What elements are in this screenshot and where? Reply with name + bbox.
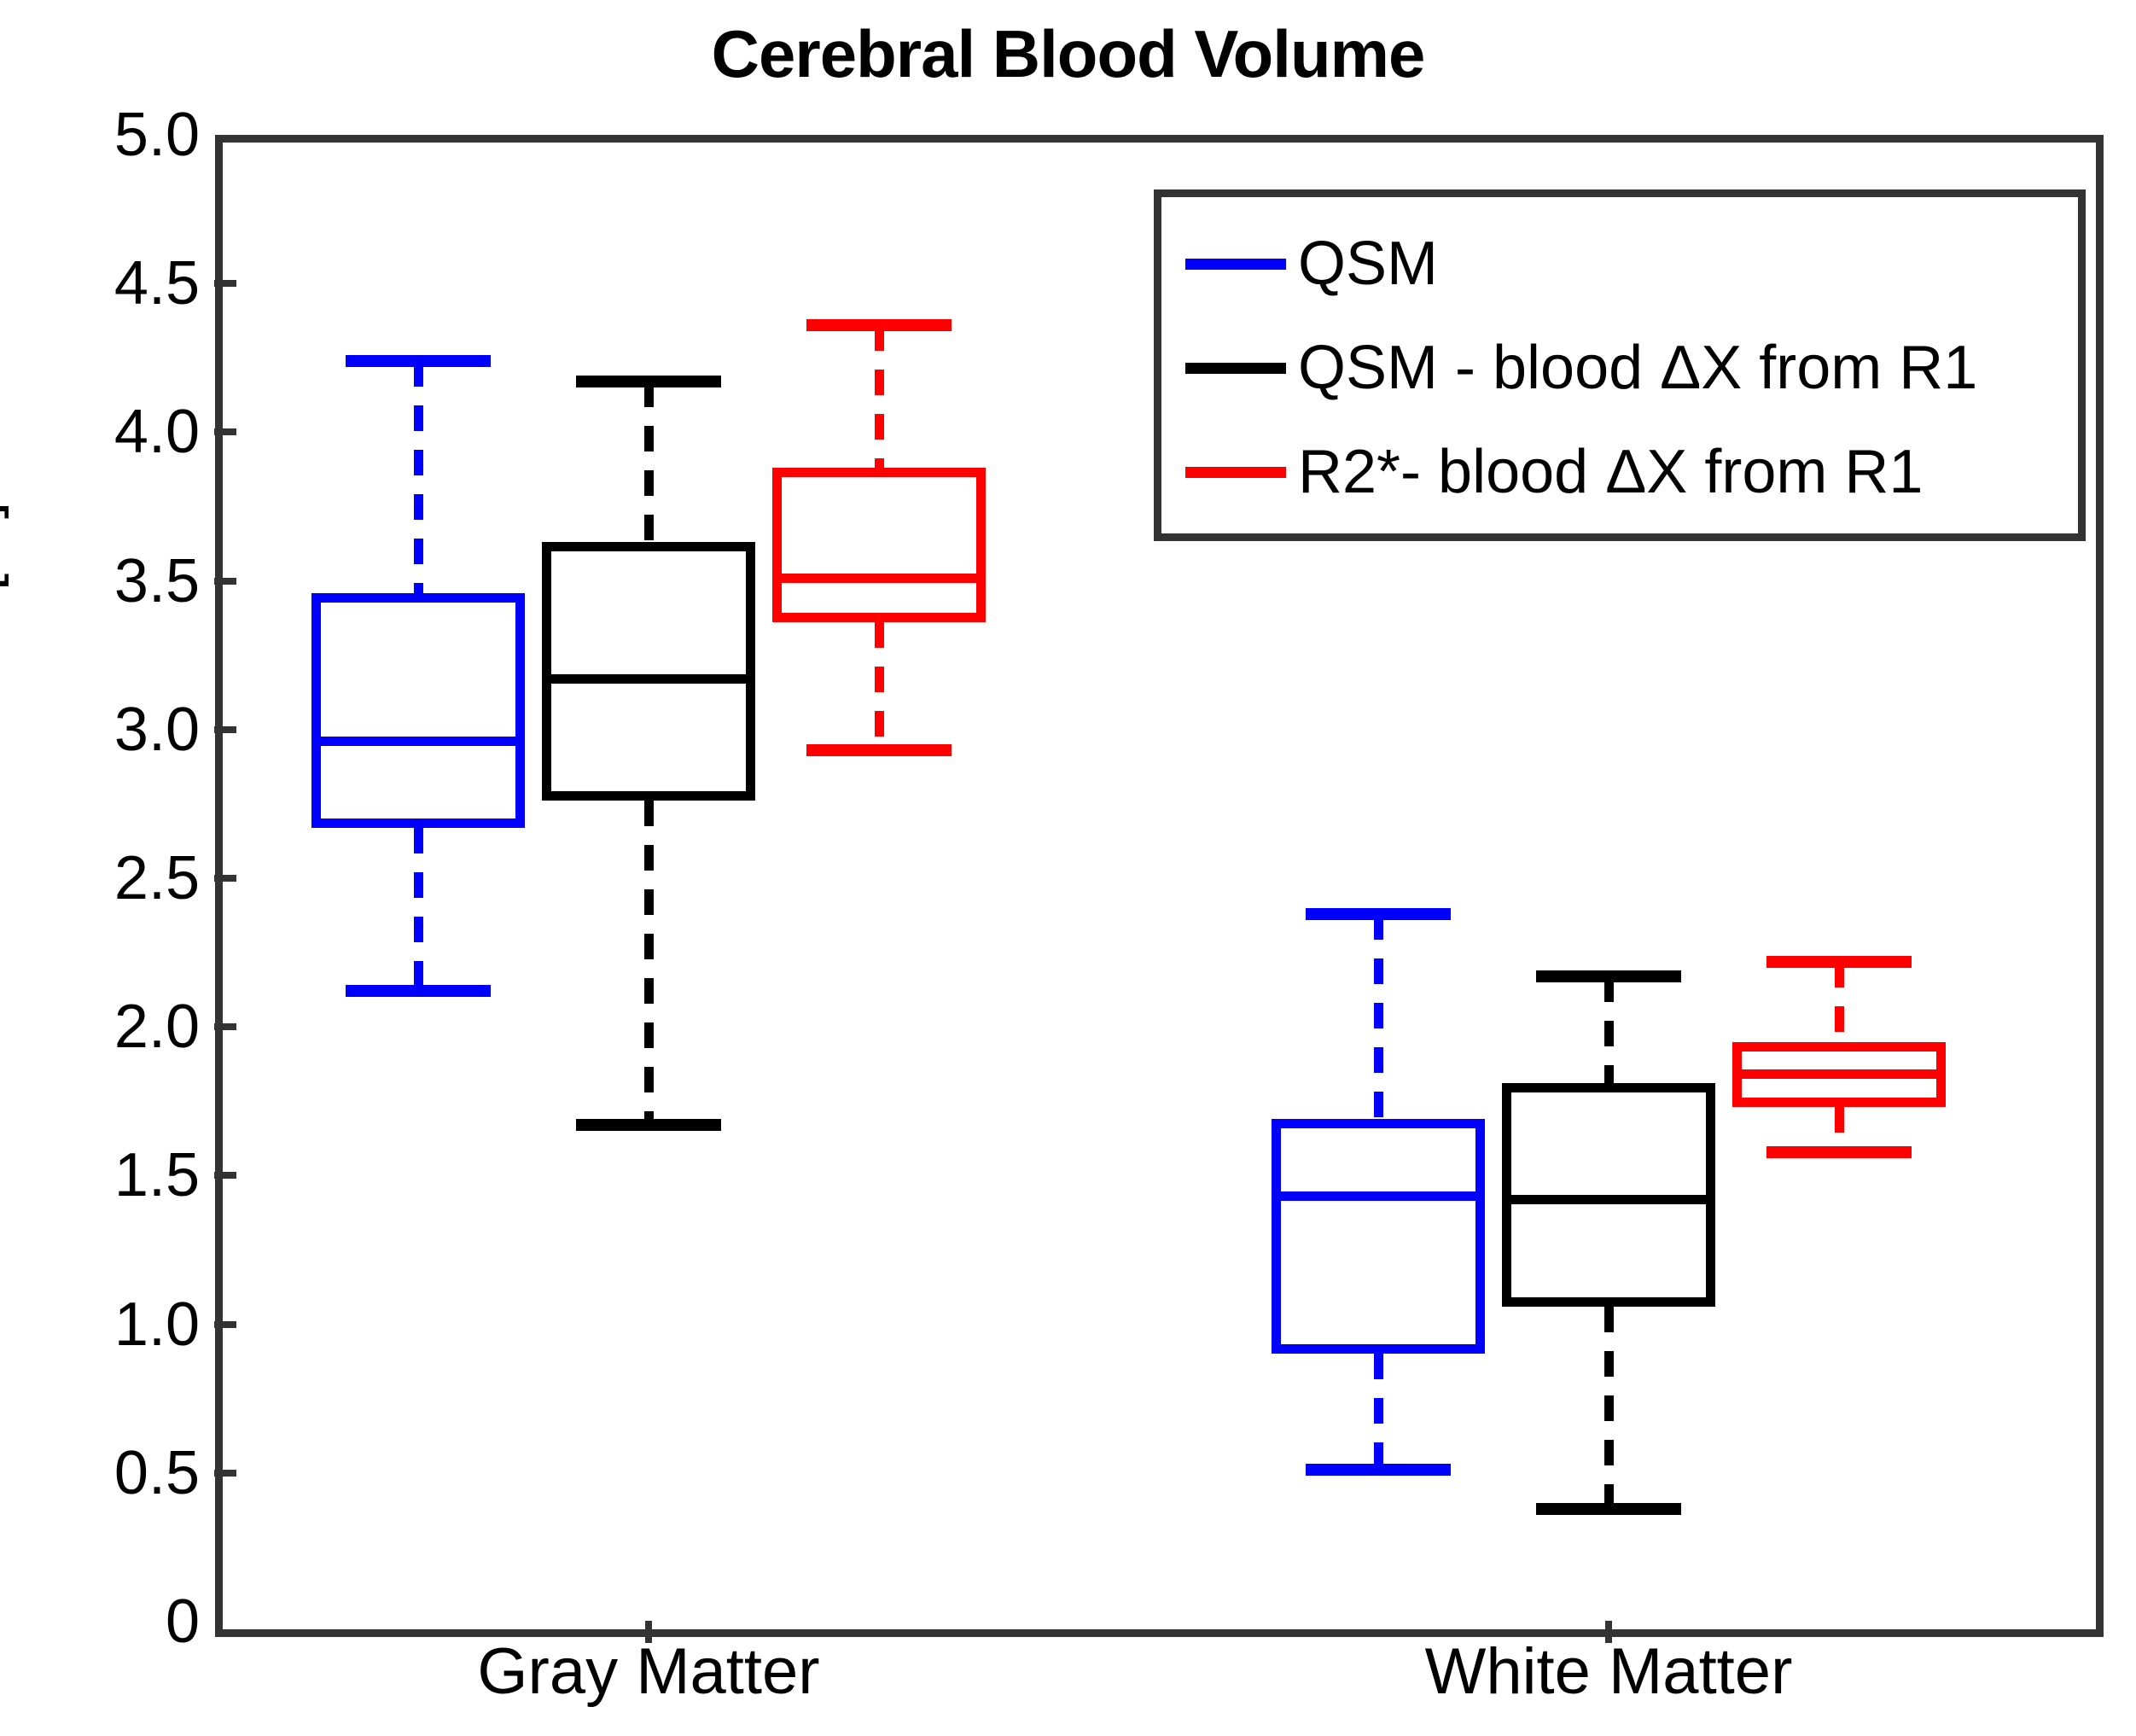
x-tick-label: Gray Matter bbox=[477, 1635, 820, 1708]
y-tick-label: 0 bbox=[165, 1587, 200, 1656]
y-tick bbox=[214, 875, 236, 882]
boxplot-box bbox=[542, 542, 755, 801]
plot-canvas bbox=[214, 135, 2088, 1643]
whisker-cap-lower bbox=[346, 985, 491, 998]
whisker-line bbox=[874, 324, 884, 469]
whisker-line bbox=[874, 622, 884, 751]
y-tick bbox=[214, 1172, 236, 1180]
whisker-cap-lower bbox=[1306, 1464, 1451, 1477]
legend-color-swatch bbox=[1185, 258, 1286, 270]
y-tick-label: 3.5 bbox=[113, 546, 200, 615]
y-tick-label: 5.0 bbox=[113, 101, 200, 169]
boxplot-median-line bbox=[542, 674, 755, 684]
boxplot-median-line bbox=[1502, 1194, 1715, 1204]
y-tick bbox=[214, 1469, 236, 1477]
chart-title: Cerebral Blood Volume bbox=[711, 16, 1426, 91]
whisker-cap-upper bbox=[1306, 907, 1451, 920]
y-tick bbox=[214, 1023, 236, 1031]
legend-item-label: QSM - blood ΔX from R1 bbox=[1298, 334, 1978, 402]
whisker-cap-lower bbox=[576, 1119, 721, 1132]
y-tick-label: 2.0 bbox=[113, 993, 200, 1062]
legend-item-label: QSM bbox=[1298, 230, 1439, 298]
whisker-line bbox=[1603, 976, 1614, 1084]
whisker-line bbox=[413, 827, 423, 992]
whisker-line bbox=[1834, 961, 1844, 1042]
y-tick-label: 4.5 bbox=[113, 249, 200, 318]
legend-item[interactable]: R2*- blood ΔX from R1 bbox=[1185, 421, 1923, 523]
boxplot-median-line bbox=[1272, 1191, 1485, 1202]
y-tick-label: 1.5 bbox=[113, 1141, 200, 1210]
legend-color-swatch bbox=[1185, 466, 1286, 478]
y-tick-label: 2.5 bbox=[113, 844, 200, 912]
whisker-line bbox=[1603, 1306, 1614, 1509]
whisker-cap-lower bbox=[1536, 1502, 1681, 1515]
x-tick bbox=[645, 1621, 652, 1643]
boxplot-median-line bbox=[772, 573, 986, 583]
whisker-cap-upper bbox=[806, 318, 952, 331]
whisker-line bbox=[1373, 1354, 1383, 1471]
whisker-line bbox=[1834, 1107, 1844, 1152]
whisker-cap-upper bbox=[1766, 955, 1912, 968]
y-tick bbox=[214, 428, 236, 436]
x-tick-label: White Matter bbox=[1424, 1635, 1793, 1708]
boxplot-box bbox=[311, 592, 525, 828]
boxplot-median-line bbox=[1732, 1069, 1946, 1080]
whisker-line bbox=[643, 382, 654, 543]
y-tick bbox=[214, 725, 236, 733]
y-tick bbox=[214, 1320, 236, 1328]
legend-box: QSM QSM - blood ΔX from R1 R2*- blood ΔX f… bbox=[1154, 189, 2086, 541]
legend-item[interactable]: QSM bbox=[1185, 213, 1438, 315]
y-tick-label: 3.0 bbox=[113, 695, 200, 764]
whisker-line bbox=[1373, 913, 1383, 1120]
whisker-line bbox=[643, 801, 654, 1126]
whisker-cap-lower bbox=[806, 744, 952, 757]
x-tick bbox=[1605, 1621, 1612, 1643]
legend-color-swatch bbox=[1185, 362, 1286, 374]
y-tick-label: 0.5 bbox=[113, 1438, 200, 1507]
boxplot-box bbox=[772, 468, 986, 623]
y-tick-label: 1.0 bbox=[113, 1290, 200, 1359]
y-tick-label: 4.0 bbox=[113, 398, 200, 467]
boxplot-box bbox=[1272, 1119, 1485, 1354]
whisker-cap-upper bbox=[346, 354, 491, 367]
y-tick bbox=[214, 577, 236, 585]
whisker-line bbox=[413, 360, 423, 593]
legend-item[interactable]: QSM - blood ΔX from R1 bbox=[1185, 317, 1977, 419]
boxplot-median-line bbox=[311, 737, 525, 747]
y-tick bbox=[214, 280, 236, 288]
whisker-cap-upper bbox=[576, 376, 721, 388]
whisker-cap-upper bbox=[1536, 970, 1681, 982]
legend-item-label: R2*- blood ΔX from R1 bbox=[1298, 438, 1924, 506]
whisker-cap-lower bbox=[1766, 1145, 1912, 1158]
